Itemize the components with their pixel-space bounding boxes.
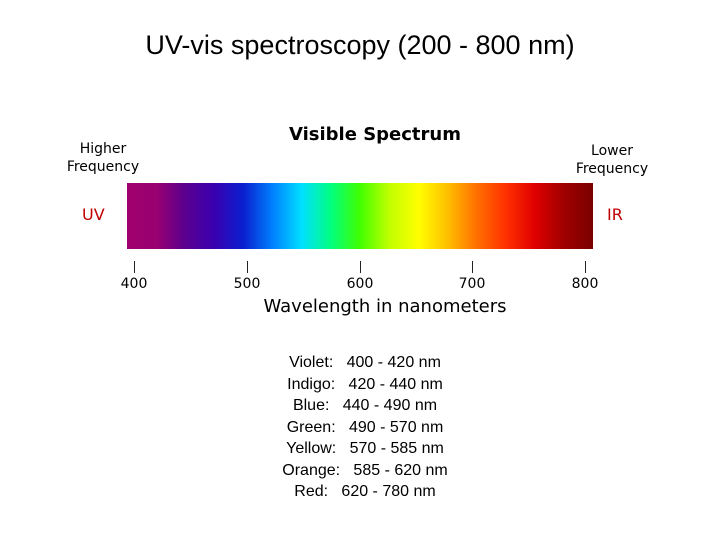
lower-frequency-label: Lower Frequency: [557, 142, 667, 178]
lower-frequency-line1: Lower: [591, 143, 633, 159]
band-indigo: Indigo: 420 - 440 nm: [287, 375, 443, 393]
color-band-list: Violet: 400 - 420 nm Indigo: 420 - 440 n…: [210, 352, 520, 503]
tick-label-500: 500: [233, 276, 261, 292]
ir-label: IR: [607, 205, 623, 224]
band-violet: Violet: 400 - 420 nm: [289, 354, 441, 371]
slide-title: UV-vis spectroscopy (200 - 800 nm): [145, 30, 575, 60]
tick-label-400: 400: [120, 276, 148, 292]
tick-label-800: 800: [571, 276, 599, 292]
tick-label-600: 600: [346, 276, 374, 292]
tick-500: [247, 261, 248, 273]
band-blue: Blue: 440 - 490 nm: [292, 397, 438, 414]
spectrum-title: Visible Spectrum: [289, 124, 461, 145]
tick-400: [134, 261, 135, 273]
spectrum-gradient: [127, 183, 593, 249]
higher-frequency-label: Higher Frequency: [48, 140, 158, 176]
band-yellow: Yellow: 570 - 585 nm: [286, 440, 444, 457]
tick-700: [472, 261, 473, 273]
spectrum-rect: [127, 183, 593, 249]
band-red: Red: 620 - 780 nm: [294, 483, 436, 500]
lower-frequency-line2: Frequency: [575, 161, 649, 177]
band-green: Green: 490 - 570 nm: [286, 418, 444, 436]
spectrum-bar: [127, 183, 593, 249]
uv-label: UV: [82, 205, 105, 224]
tick-label-700: 700: [458, 276, 486, 292]
tick-800: [585, 261, 586, 273]
band-orange: Orange: 585 - 620 nm: [282, 461, 448, 479]
higher-frequency-line2: Frequency: [66, 159, 140, 175]
axis-label: Wavelength in nanometers: [263, 296, 507, 317]
higher-frequency-line1: Higher: [79, 141, 127, 157]
tick-600: [360, 261, 361, 273]
